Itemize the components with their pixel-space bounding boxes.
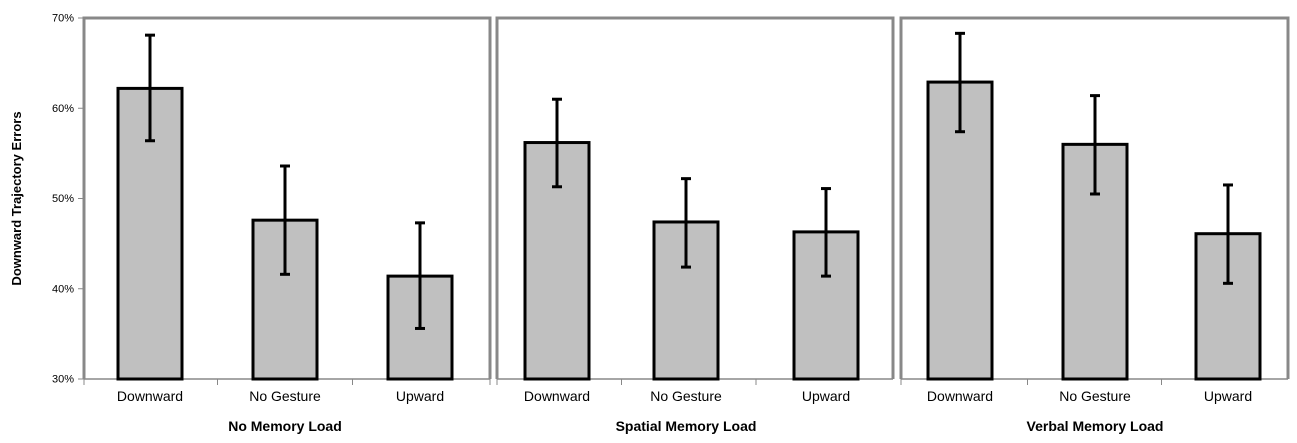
y-tick-label: 50%: [52, 193, 74, 205]
panel-frame: [899, 16, 1290, 379]
x-tick-label: Upward: [396, 388, 444, 404]
y-tick-label: 70%: [52, 13, 74, 25]
panel-frame: [82, 16, 492, 379]
x-tick-label: Downward: [927, 388, 993, 404]
x-tick-label: No Gesture: [249, 388, 321, 404]
y-axis-label: Downward Trajectory Errors: [9, 111, 24, 285]
x-tick-label: Downward: [524, 388, 590, 404]
panel-title: Spatial Memory Load: [616, 418, 757, 434]
x-tick-label: No Gesture: [650, 388, 722, 404]
x-tick-label: Downward: [117, 388, 183, 404]
y-tick-label: 60%: [52, 103, 74, 115]
x-tick-label: No Gesture: [1059, 388, 1131, 404]
panel-frame: [495, 16, 895, 379]
x-tick-label: Upward: [802, 388, 850, 404]
panel-title: Verbal Memory Load: [1027, 418, 1164, 434]
y-tick-label: 30%: [52, 374, 74, 386]
y-tick-label: 40%: [52, 283, 74, 295]
panel-title: No Memory Load: [228, 418, 342, 434]
x-tick-label: Upward: [1204, 388, 1252, 404]
